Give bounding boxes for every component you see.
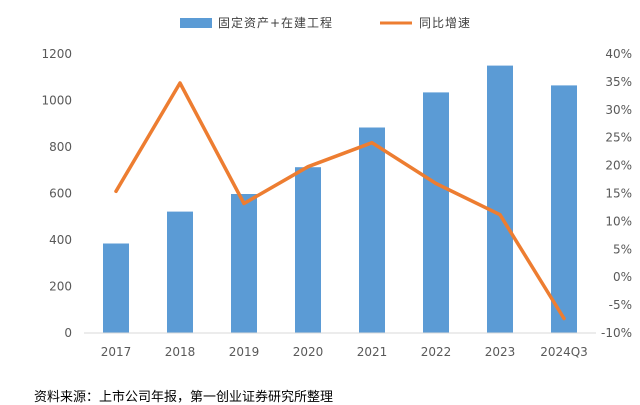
bar-2021 bbox=[359, 127, 385, 333]
line-series bbox=[114, 81, 566, 321]
x-tick-2023: 2023 bbox=[485, 345, 516, 359]
line-point-2020 bbox=[306, 165, 310, 169]
y-right-tick: 25% bbox=[605, 131, 632, 145]
legend-line-label: 同比增速 bbox=[419, 16, 471, 30]
x-axis: 2017 2018 2019 2020 2021 2022 2023 2024Q3 bbox=[101, 345, 588, 359]
y-right-tick: -5% bbox=[609, 298, 632, 312]
y-right-tick: 20% bbox=[605, 159, 632, 173]
y-left-axis: 0 200 400 600 800 1000 1200 bbox=[41, 47, 72, 340]
x-tick-2022: 2022 bbox=[421, 345, 452, 359]
y-right-tick: 15% bbox=[605, 187, 632, 201]
bar-2019 bbox=[231, 194, 257, 333]
y-right-tick: 30% bbox=[605, 103, 632, 117]
x-tick-2017: 2017 bbox=[101, 345, 132, 359]
legend-bar-label: 固定资产+在建工程 bbox=[218, 15, 333, 30]
bar-2023 bbox=[487, 65, 513, 333]
y-right-tick: 40% bbox=[605, 47, 632, 61]
line-point-2018 bbox=[178, 81, 182, 85]
line-point-2021 bbox=[370, 141, 374, 145]
y-right-axis: -10% -5% 0% 5% 10% 15% 20% 25% 30% 35% 40% bbox=[601, 47, 632, 340]
bar-2020 bbox=[295, 167, 321, 333]
bar-2017 bbox=[103, 243, 129, 333]
y-left-tick: 400 bbox=[49, 233, 72, 247]
y-left-tick: 0 bbox=[64, 326, 72, 340]
x-tick-2019: 2019 bbox=[229, 345, 260, 359]
legend: 固定资产+在建工程 同比增速 bbox=[180, 15, 471, 30]
y-left-tick: 1200 bbox=[41, 47, 72, 61]
bar-2018 bbox=[167, 211, 193, 333]
x-tick-2020: 2020 bbox=[293, 345, 324, 359]
y-right-tick: -10% bbox=[601, 326, 632, 340]
line-point-2023 bbox=[498, 213, 502, 217]
bar-2024Q3 bbox=[551, 85, 577, 334]
bar-series bbox=[103, 65, 577, 334]
x-tick-2021: 2021 bbox=[357, 345, 388, 359]
line-point-2019 bbox=[242, 202, 246, 205]
bar-2022 bbox=[423, 92, 449, 334]
y-right-tick: 35% bbox=[605, 75, 632, 89]
line-point-2017 bbox=[114, 189, 118, 193]
growth-line bbox=[114, 81, 566, 321]
x-tick-2024Q3: 2024Q3 bbox=[540, 345, 588, 359]
line-point-2022 bbox=[434, 182, 438, 185]
y-left-tick: 600 bbox=[49, 187, 72, 201]
legend-bar-swatch bbox=[180, 18, 212, 28]
y-right-tick: 5% bbox=[613, 242, 632, 256]
y-right-tick: 0% bbox=[613, 270, 632, 284]
source-note: 资料来源：上市公司年报，第一创业证券研究所整理 bbox=[34, 390, 334, 405]
x-tick-2018: 2018 bbox=[165, 345, 196, 359]
line-point-2024Q3 bbox=[562, 317, 566, 320]
y-right-tick: 10% bbox=[605, 214, 632, 228]
y-left-tick: 200 bbox=[49, 280, 72, 294]
y-left-tick: 800 bbox=[49, 140, 72, 154]
y-left-tick: 1000 bbox=[41, 94, 72, 108]
